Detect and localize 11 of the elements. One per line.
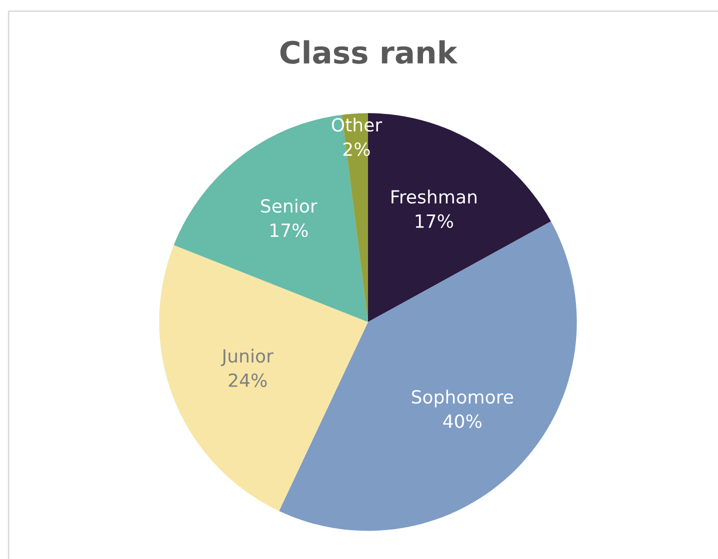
data-label: 17% <box>270 223 308 238</box>
slice-label: Junior <box>220 348 274 366</box>
chart-title: Class rank <box>280 40 458 64</box>
pie-slice <box>159 245 368 511</box>
slice-label: Senior <box>261 198 318 213</box>
slice-label: Sophomore <box>412 390 514 408</box>
slice-label: Other <box>332 118 382 132</box>
slice-label: Freshman <box>392 190 476 204</box>
data-label: 17% <box>416 214 453 228</box>
data-label: 24% <box>228 373 267 388</box>
data-label: 40% <box>443 414 482 428</box>
